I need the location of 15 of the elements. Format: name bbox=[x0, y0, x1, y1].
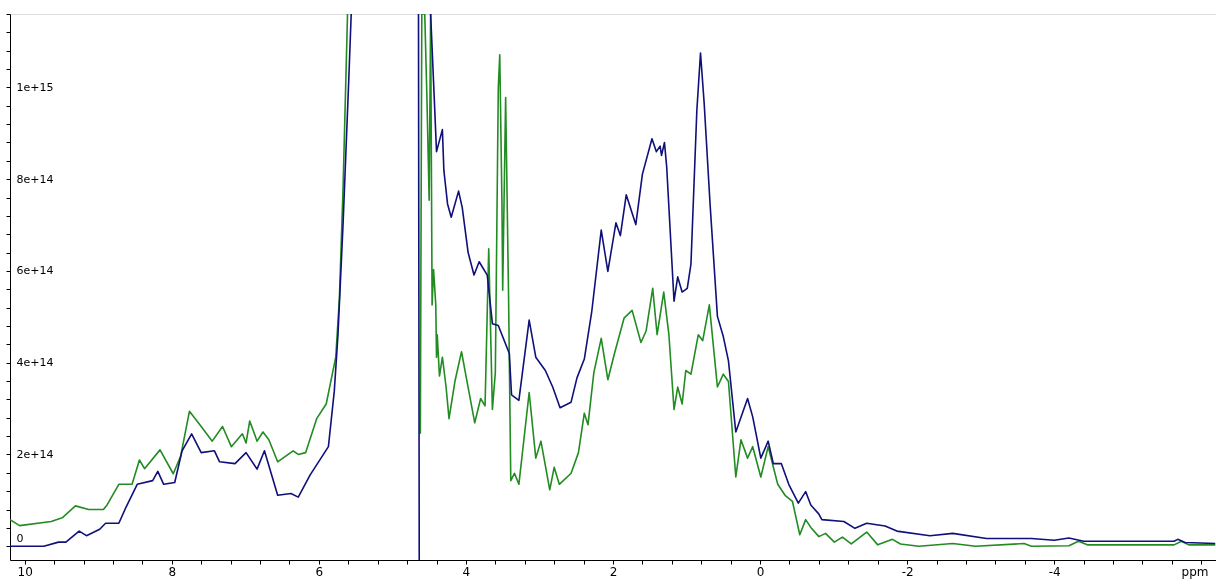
y-tick-label: 1e+15 bbox=[16, 80, 54, 94]
y-tick-label: 2e+14 bbox=[16, 447, 54, 461]
x-tick-label: 2 bbox=[609, 564, 618, 579]
x-tick-label: 6 bbox=[315, 564, 324, 579]
x-tick-label: 4 bbox=[462, 564, 471, 579]
x-tick-label: 10 bbox=[17, 564, 33, 579]
x-tick-label: 8 bbox=[168, 564, 177, 579]
y-tick-label: 4e+14 bbox=[16, 356, 54, 370]
x-tick-label: -2 bbox=[901, 564, 914, 579]
x-axis-title: ppm bbox=[1181, 564, 1209, 579]
y-tick-label: 6e+14 bbox=[16, 264, 54, 278]
y-tick-label: 0 bbox=[16, 531, 24, 545]
x-tick-label: 0 bbox=[756, 564, 765, 579]
x-tick-label: -4 bbox=[1048, 564, 1061, 579]
y-tick-label: 8e+14 bbox=[16, 172, 54, 186]
